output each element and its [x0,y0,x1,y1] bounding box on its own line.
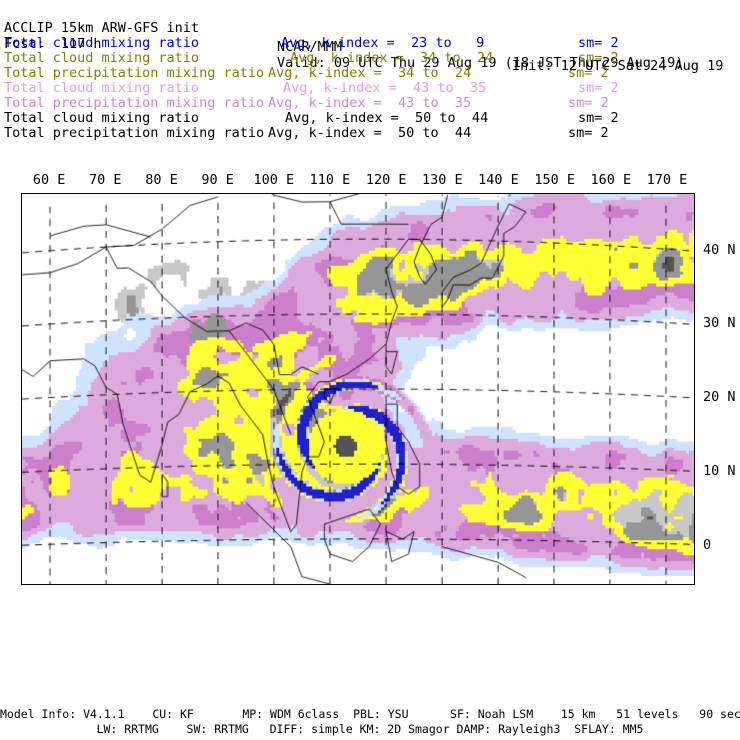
legend-field-5: Total cloud mixing ratio [4,110,200,126]
legend-row-5: Total cloud mixing ratio Avg, k-index = 5… [0,110,740,126]
lon-label-90: 90 E [201,172,234,188]
legend-field-0: Total cloud mixing ratio [4,35,200,51]
legend-row-1: Total cloud mixing ratio Avg, k-index = 3… [0,50,740,66]
lon-label-130: 130 E [422,172,463,188]
lon-label-150: 150 E [534,172,575,188]
model-title: ACCLIP 15km ARW-GFS init [4,20,200,36]
legend-field-6: Total precipitation mixing ratio [4,125,265,141]
model-info-line-1: Model Info: V4.1.1 CU: KF MP: WDM 6class… [0,707,740,721]
lat-label-40: 40 N [703,241,736,258]
lon-label-160: 160 E [590,172,632,188]
lat-label-30: 30 N [703,315,736,332]
legend-row-6: Total precipitation mixing ratio Avg, k-i… [0,125,740,141]
legend-row-0: Total cloud mixing ratio Avg, k-index = 2… [0,35,740,51]
legend-sm-5: sm= 2 [578,110,619,126]
init-time: Init: 12 UTC Sat 24 Aug 19 [512,58,724,74]
legend-row-4: Total precipitation mixing ratio Avg, k-i… [0,95,740,111]
legend-field-1: Total cloud mixing ratio [4,50,200,66]
legend-sm-6: sm= 2 [568,125,609,141]
forecast-hour: Fcst: 117 h [4,36,102,52]
map-plot-area[interactable] [21,193,695,585]
lon-label-60: 60 E [32,172,66,188]
legend-field-2: Total precipitation mixing ratio [4,65,265,81]
lon-label-170: 170 E [646,172,688,188]
legend-sm-4: sm= 2 [568,95,609,111]
lon-label-100: 100 E [253,172,295,188]
legend-kindex-5: Avg, k-index = 50 to 44 [285,110,489,126]
legend-sm-3: sm= 2 [578,80,619,96]
legend-kindex-6: Avg, k-index = 50 to 44 [268,125,472,141]
legend-row-3: Total cloud mixing ratio Avg, k-index = 4… [0,80,740,96]
legend-kindex-4: Avg, k-index = 43 to 35 [268,95,472,111]
lat-label-10: 10 N [703,463,736,480]
legend-row-2: Total precipitation mixing ratio Avg, k-i… [0,65,740,81]
header-line-title: ACCLIP 15km ARW-GFS init NCAR/MMM Init: … [0,1,740,74]
center-label: NCAR/MMM [277,39,343,55]
legend-sm-2: sm= 2 [568,65,609,81]
lon-label-120: 120 E [365,172,407,188]
legend-kindex-2: Avg, k-index = 34 to 24 [268,65,472,81]
legend-kindex-3: Avg, k-index = 43 to 35 [283,80,487,96]
weather-field-canvas [22,194,694,584]
legend-field-4: Total precipitation mixing ratio [4,95,265,111]
legend-sm-1: sm= 2 [578,50,619,66]
lon-label-80: 80 E [145,172,178,188]
model-info-line-2: LW: RRTMG SW: RRTMG DIFF: simple KM: 2D … [96,722,644,736]
header-block: ACCLIP 15km ARW-GFS init NCAR/MMM Init: … [0,0,740,150]
lon-label-140: 140 E [478,172,519,188]
legend-field-3: Total cloud mixing ratio [4,80,200,96]
lon-label-110: 110 E [309,172,351,188]
valid-time: Valid: 09 UTC Thu 29 Aug 19 (18 JST Thu … [277,55,684,71]
lat-label-0: 0 [703,536,712,553]
header-line-valid: Fcst: 117 h Valid: 09 UTC Thu 29 Aug 19 … [0,17,740,71]
legend-kindex-0: Avg, k-index = 23 to 9 [281,35,485,51]
legend-kindex-1: Avg, k-index = 34 to 24 [290,50,494,66]
legend-sm-0: sm= 2 [578,35,619,51]
lon-label-70: 70 E [89,172,122,188]
lat-label-20: 20 N [703,389,736,406]
